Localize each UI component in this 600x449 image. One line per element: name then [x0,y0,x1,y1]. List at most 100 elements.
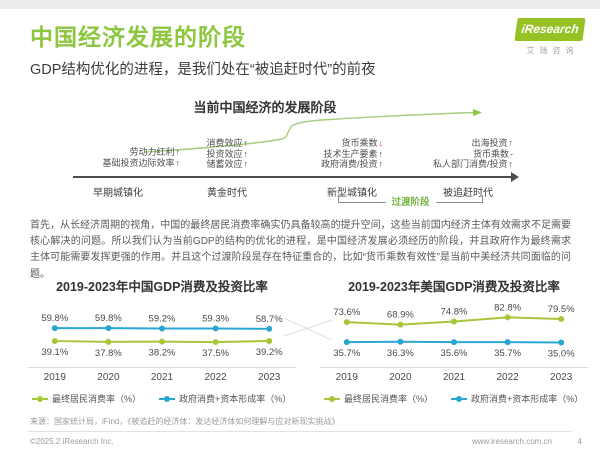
data-label: 59.3% [202,313,229,324]
data-label: 35.0% [548,348,575,359]
data-label: 37.5% [202,348,229,359]
data-point [266,325,273,332]
trend-up-icon: ↑ [243,148,249,159]
data-point [212,339,219,346]
trend-up-icon: ↑ [243,159,249,169]
curve-arrowhead-icon [473,109,482,116]
legend-label: 政府消费+资本形成率（%） [179,394,292,404]
data-label: 35.7% [494,348,521,359]
legend-marker-icon [451,395,468,402]
data-label: 39.1% [41,347,68,358]
data-point [343,319,350,326]
data-label: 82.8% [494,302,521,313]
factor-item: 出海投资↑ [471,138,513,148]
chart-title-us: 2019-2023年美国GDP消费及投资比率 [348,280,560,294]
x-tick: 2023 [550,372,573,383]
legend-label: 政府消费+资本形成率（%） [471,394,584,404]
data-point [105,338,112,345]
data-point [51,338,58,345]
stage-label-3: 新型城镇化 [327,188,377,199]
factor-item: 货币乘数- [472,148,513,159]
data-point [105,325,112,332]
chart-china-gdp: 2019-2023年中国GDP消费及投资比率 39.1% 37.8% 38.2% 37… [28,276,296,405]
legend-item: 最终居民消费率（%） [32,392,141,405]
stage-label-2: 黄金时代 [207,188,247,199]
trend-up-icon: ↑ [508,159,514,169]
trend-flat-icon: - [510,148,513,159]
iresearch-logo: iResearch 艾瑞咨询 [514,18,586,56]
data-point [159,338,165,345]
transition-bracket: 过渡阶段 [338,194,483,208]
factor-item: 劳动力红利↑ [129,147,181,157]
factor-group-4: 出海投资↑ 货币乘数- 私人部门消费/投资↑ [433,138,513,170]
data-point [558,339,565,346]
data-label: 38.2% [149,348,176,359]
factor-item: 政府消费/投资↑ [320,159,384,169]
x-tick: 2019 [335,372,358,383]
trend-up-icon: ↑ [378,159,384,169]
legend-label: 最终居民消费率（%） [344,394,434,404]
growth-curve [144,109,482,153]
data-label: 58.7% [256,314,283,325]
x-tick: 2021 [150,372,174,383]
data-label: 59.2% [149,314,176,325]
data-point [343,339,350,346]
trend-up-icon: ↑ [243,138,249,148]
website-link: www.iresearch.com.cn [471,437,552,446]
data-label: 79.5% [548,304,575,315]
diagram-title: 当前中国经济的发展阶段 [193,100,337,115]
data-point [397,338,404,345]
data-label: 39.2% [256,347,283,358]
factor-item: 私人部门消费/投资↑ [432,159,514,169]
legend-marker-icon [324,395,340,402]
data-label: 59.8% [41,313,68,324]
data-point [451,318,457,325]
stage-label-1: 早期城镇化 [93,188,143,199]
page-number: 4 [577,437,582,446]
timeline-axis [73,176,511,178]
data-point [51,325,58,332]
trend-up-icon: ↑ [378,148,384,159]
data-label: 37.8% [95,348,122,359]
source-note: 来源：国家统计局，iFind，《被追赶的经济体：发达经济体如何理解与应对新现实挑… [30,417,340,426]
line-plot: 73.6% 68.9% 74.8% 82.8% 79.5% 35.7% 36.3% 35.6%… [333,302,575,359]
x-tick: 2019 [43,372,66,383]
x-tick: 2020 [389,372,412,383]
legend-item: 最终居民消费率（%） [324,392,433,405]
x-tick: 2023 [258,372,281,383]
stage-diagram: 当前中国经济的发展阶段 劳动力红利↑ 基础投资边际效率↑ 消费效应↑ 投资效应↑ 储蓄效… [0,95,600,217]
transition-label: 过渡阶段 [385,194,436,208]
data-point [159,325,165,332]
chart-title-china: 2019-2023年中国GDP消费及投资比率 [56,280,268,294]
iresearch-logo-cn: 艾瑞咨询 [526,46,579,55]
x-tick: 2020 [97,372,120,383]
chart-connector-lines [284,317,332,341]
data-label: 35.6% [441,348,468,359]
timeline-arrow-icon [511,172,519,182]
body-paragraph: 首先，从长经济周期的视角，中国的最终居民消费率确实仍具备较高的提升空间，这些当前… [30,220,571,280]
trend-down-icon: ↓ [378,138,384,148]
stage-label-4: 被追赶时代 [443,188,493,199]
legend-marker-icon [32,395,48,402]
line-plot: 39.1% 37.8% 38.2% 37.5% 39.2% 59.8% 59.8% 59.2%… [41,313,283,359]
data-label: 36.3% [387,348,414,359]
factor-item: 储蓄效应↑ [206,159,249,169]
data-point [504,314,511,321]
data-point [504,339,511,346]
factor-group-3: 货币乘数↓ 技术生产要素↑ 政府消费/投资↑ [321,138,383,170]
legend: 最终居民消费率（%） 政府消费+资本形成率（%） [28,392,296,405]
factor-item: 技术生产要素↑ [323,148,384,159]
legend-item: 政府消费+资本形成率（%） [159,392,291,405]
factor-item: 货币乘数↓ [341,138,384,148]
data-point [558,316,565,323]
data-point [266,338,273,344]
factor-item: 基础投资边际效率↑ [102,157,180,168]
data-point [451,339,457,346]
legend-marker-icon [159,395,176,402]
x-tick: 2022 [204,372,227,383]
data-label: 74.8% [441,307,468,318]
trend-up-icon: ↑ [175,147,181,157]
chart-us-gdp: 2019-2023年美国GDP消费及投资比率 73.6% 68.9% 74.8% 82… [320,276,588,405]
factor-item: 消费效应↑ [206,138,249,148]
growth-curve-path [144,111,475,153]
